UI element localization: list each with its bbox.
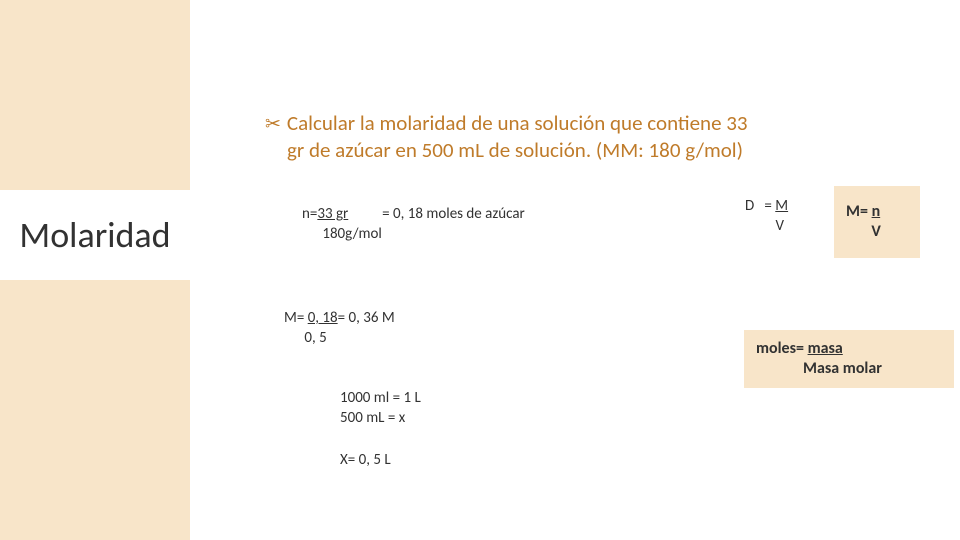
formula-text: V	[846, 222, 908, 242]
calc-step-volume: 1000 ml = 1 L 500 mL = x	[340, 388, 421, 429]
calc-step-molarity: M= 0, 18= 0, 36 M 0, 5	[284, 308, 395, 349]
slide-title: Molaridad	[19, 213, 170, 257]
calc-density-note: D = M V	[745, 196, 788, 237]
calc-text: 0, 5	[284, 329, 327, 347]
calc-text: = 0, 18 moles de azúcar	[348, 205, 525, 223]
calc-text: M=	[284, 309, 308, 327]
calc-text: 33 gr	[317, 205, 348, 223]
bullet-icon: ✂	[265, 113, 281, 137]
calc-text: 500 mL = x	[340, 409, 405, 427]
formula-box-moles: moles= masa Masa molar	[744, 330, 954, 388]
formula-text: Masa molar	[756, 359, 942, 379]
calc-text: 180g/mol	[302, 225, 382, 243]
formula-text: moles=	[756, 339, 808, 358]
calc-text: 1000 ml = 1 L	[340, 389, 421, 407]
formula-text: n	[872, 202, 881, 221]
calc-text: V	[745, 217, 784, 235]
formula-text: masa	[808, 339, 843, 358]
calc-step-volume-result: X= 0, 5 L	[340, 450, 391, 470]
calc-text: M	[775, 197, 788, 215]
problem-text: ✂Calcular la molaridad de una solución q…	[265, 110, 925, 163]
calc-text: X= 0, 5 L	[340, 451, 391, 469]
calc-text: = 0, 36 M	[338, 309, 395, 327]
problem-line1: Calcular la molaridad de una solución qu…	[287, 110, 748, 136]
problem-line2: gr de azúcar en 500 mL de solución. (MM:…	[287, 137, 743, 163]
title-chip: Molaridad	[0, 190, 190, 280]
formula-box-molarity: M= n V	[834, 186, 920, 258]
main-area: ✂Calcular la molaridad de una solución q…	[190, 0, 960, 540]
calc-text: n=	[302, 205, 317, 223]
calc-text: D =	[745, 197, 775, 215]
formula-text: M=	[846, 202, 872, 221]
calc-text: 0, 18	[308, 309, 338, 327]
calc-step-moles: n=33 gr = 0, 18 moles de azúcar 180g/mol	[302, 204, 525, 245]
slide: Molaridad ✂Calcular la molaridad de una …	[0, 0, 960, 540]
